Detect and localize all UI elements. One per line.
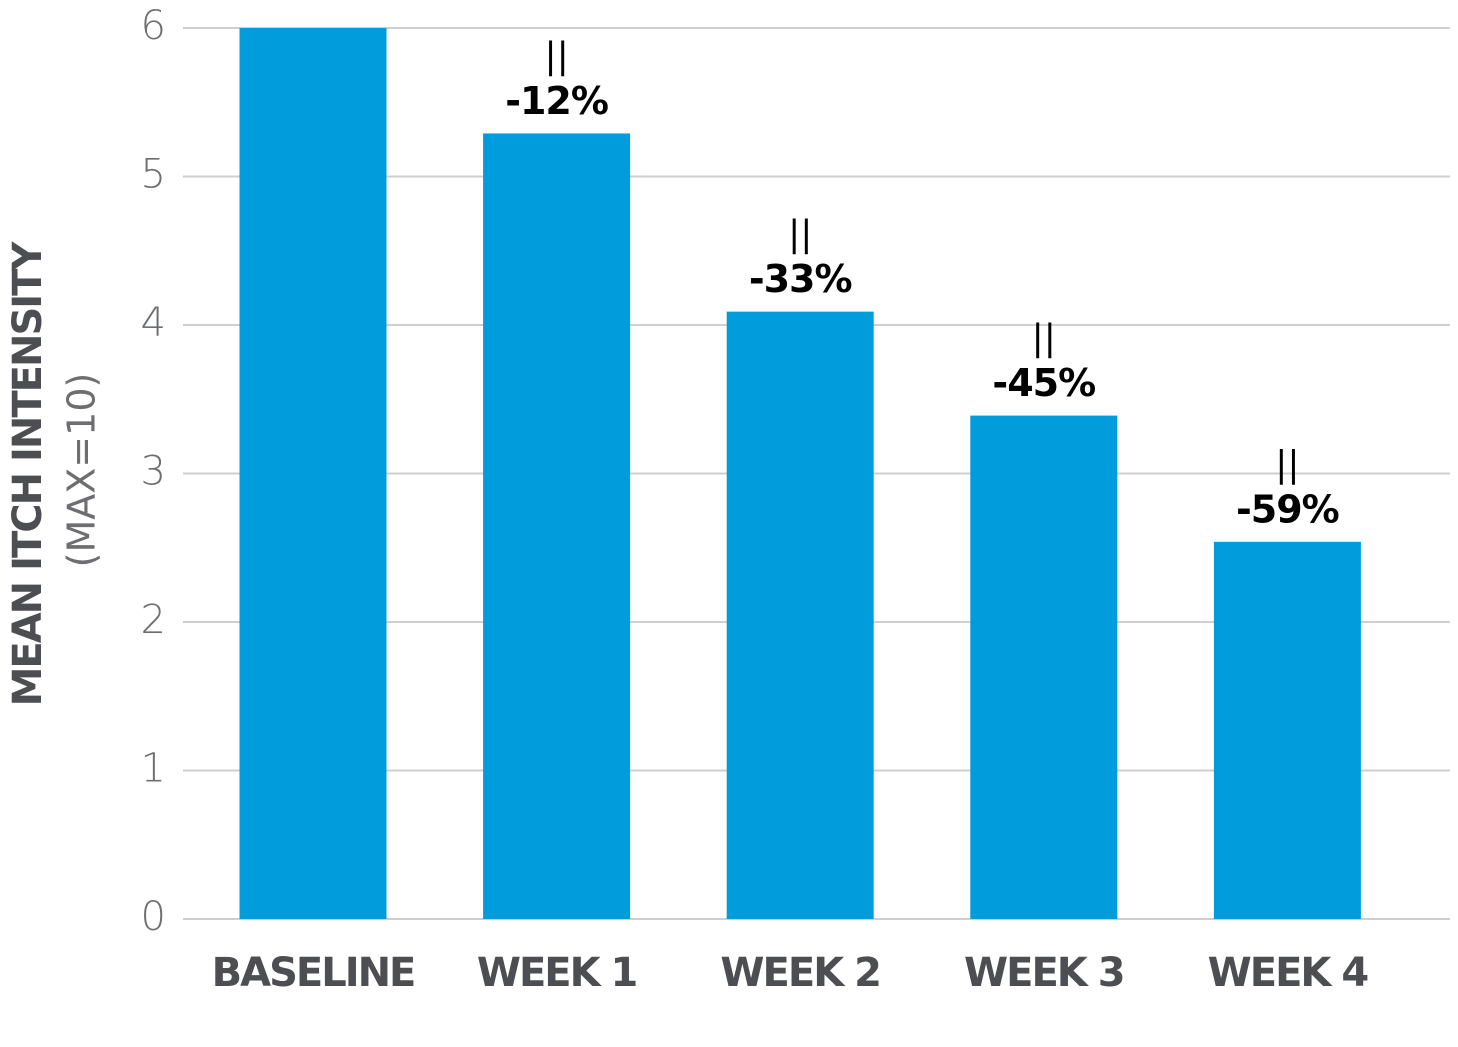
x-tick-label: WEEK 4 <box>1208 950 1368 996</box>
y-axis-note: (MAX=10) <box>60 373 104 568</box>
y-tick-label: 3 <box>141 449 166 495</box>
x-tick-label: WEEK 1 <box>477 950 637 996</box>
y-tick-label: 4 <box>141 300 166 346</box>
footnote-mark: || <box>788 214 812 255</box>
y-tick-label: 2 <box>141 597 166 643</box>
bar <box>726 311 874 919</box>
y-tick-label: 1 <box>141 746 166 792</box>
bar <box>1213 541 1361 919</box>
change-label: -33% <box>749 257 852 301</box>
bar <box>239 28 387 919</box>
change-label: -45% <box>992 361 1095 405</box>
y-axis-label: MEAN ITCH INTENSITY <box>5 241 51 707</box>
y-tick-label: 5 <box>141 152 166 198</box>
change-label: -12% <box>505 79 608 123</box>
x-tick-label: BASELINE <box>212 950 415 996</box>
y-tick-label: 6 <box>141 3 166 49</box>
x-tick-label: WEEK 2 <box>720 950 880 996</box>
change-label: -59% <box>1236 487 1339 531</box>
bar <box>483 133 631 919</box>
footnote-mark: || <box>1032 318 1056 359</box>
footnote-mark: || <box>1275 444 1299 485</box>
bar <box>970 415 1118 919</box>
footnote-mark: || <box>544 35 568 76</box>
y-tick-label: 0 <box>141 894 166 940</box>
x-tick-label: WEEK 3 <box>964 950 1124 996</box>
